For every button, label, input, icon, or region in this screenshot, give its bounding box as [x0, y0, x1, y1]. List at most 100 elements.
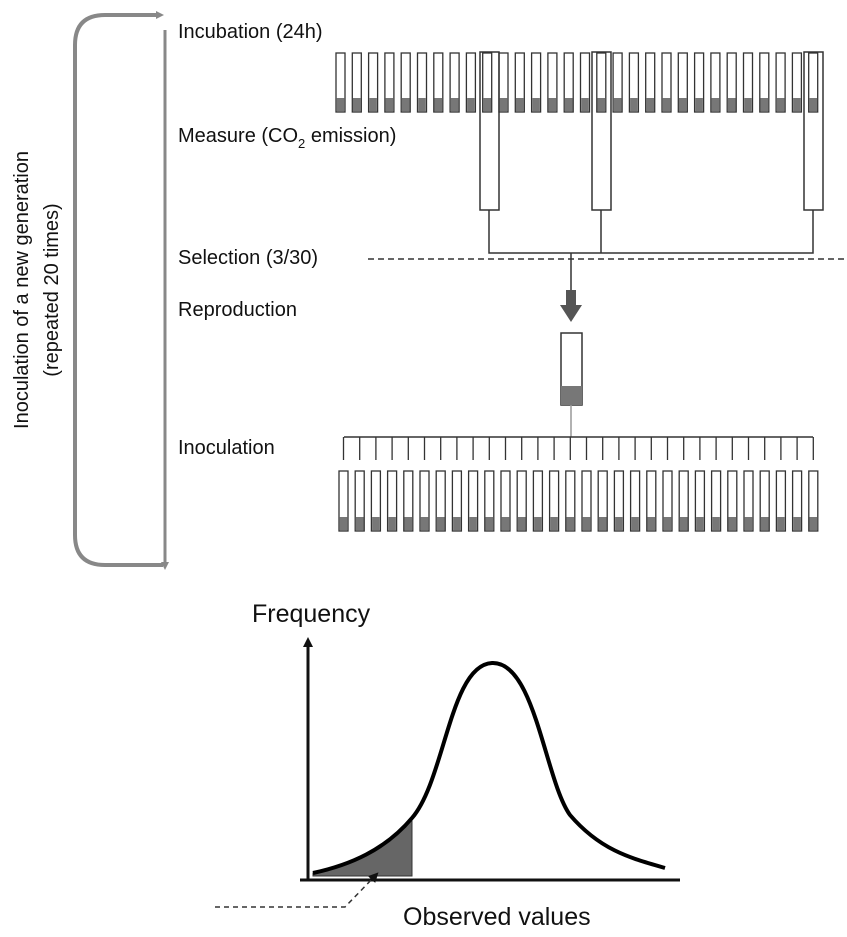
tube-fill [777, 517, 785, 531]
tube-fill [613, 98, 622, 112]
tube-fill [566, 517, 575, 531]
tube-fill [561, 386, 582, 405]
step-label: Incubation (24h) [178, 21, 323, 43]
tube [579, 52, 591, 113]
tube [514, 52, 525, 113]
tube [384, 52, 395, 113]
tube-fill [615, 517, 623, 531]
tube-fill [485, 517, 494, 531]
step-label: Reproduction [178, 299, 297, 321]
axis-label: Observed values [403, 903, 591, 931]
tube [386, 470, 398, 532]
tube [419, 470, 430, 532]
tube-fill [728, 517, 737, 531]
tube [547, 52, 558, 113]
tube [726, 52, 737, 113]
text: Measure (CO [178, 125, 298, 147]
tube-fill [598, 517, 607, 531]
tube [677, 52, 688, 113]
tube-fill [744, 517, 753, 531]
tube [548, 470, 560, 532]
tube-fill [517, 517, 526, 531]
tube-fill [679, 98, 687, 112]
tube [370, 470, 382, 532]
tube-fill [372, 517, 380, 531]
tubes [335, 51, 824, 532]
tube-fill [727, 98, 736, 112]
tube [516, 470, 527, 532]
tube [403, 470, 414, 532]
tube [416, 52, 428, 113]
tube [629, 470, 641, 532]
tube [742, 52, 754, 113]
tube [694, 470, 706, 532]
tube [581, 470, 592, 532]
tube-fill [712, 517, 720, 531]
tube-fill [550, 517, 558, 531]
tube-fill [355, 517, 364, 531]
tube [565, 470, 576, 532]
tube [482, 52, 493, 113]
tube [451, 470, 463, 532]
tube [775, 470, 787, 532]
tube [530, 52, 542, 113]
tube [710, 52, 721, 113]
tube [775, 52, 786, 113]
loop-label: (repeated 20 times) [41, 203, 63, 376]
tube-fill [809, 98, 817, 112]
tube [613, 470, 625, 532]
tube [678, 470, 689, 532]
tube-fill [483, 98, 491, 112]
tube-fill [388, 517, 396, 531]
tube [500, 470, 511, 532]
tube-fill [630, 98, 638, 112]
tube-fill [711, 98, 720, 112]
tube [759, 52, 770, 113]
step-label: Inoculation [178, 437, 275, 459]
tube-fill [385, 98, 394, 112]
tube [646, 470, 657, 532]
step-label: Measure (CO2 emission) [178, 125, 396, 151]
tube-fill [662, 98, 671, 112]
tube-fill [369, 98, 377, 112]
tube-fill [401, 98, 410, 112]
tube-fill [404, 517, 413, 531]
connector [488, 210, 814, 300]
tube-fill [420, 517, 429, 531]
tube-fill [631, 517, 639, 531]
tube-fill [695, 98, 703, 112]
tube [645, 52, 656, 113]
tube [367, 52, 379, 113]
tube-fill [646, 98, 654, 112]
tube-fill [436, 517, 445, 531]
tube [433, 52, 444, 113]
tube-fill [339, 517, 348, 531]
tube [400, 52, 411, 113]
tube [662, 470, 673, 532]
pointer [215, 872, 379, 908]
step-label: Selection (3/30) [178, 247, 318, 269]
tube-fill [744, 98, 752, 112]
tube-fill [581, 98, 589, 112]
tube [759, 470, 770, 532]
tube [693, 52, 705, 113]
tube-fill [696, 517, 704, 531]
tube-fill [336, 98, 345, 112]
tube [484, 470, 495, 532]
tube [465, 52, 477, 113]
tube-fill [532, 98, 540, 112]
tube [467, 470, 479, 532]
tube-fill [647, 517, 656, 531]
tube-fill [793, 98, 801, 112]
tube [791, 52, 803, 113]
distribution-curve [312, 660, 666, 875]
tube [338, 470, 349, 532]
tube-fill [453, 517, 461, 531]
tube-fill [793, 517, 801, 531]
tube-fill [450, 98, 459, 112]
tube-fill [516, 98, 524, 112]
tube [532, 470, 544, 532]
tube [449, 52, 460, 113]
down-arrow [560, 290, 582, 322]
